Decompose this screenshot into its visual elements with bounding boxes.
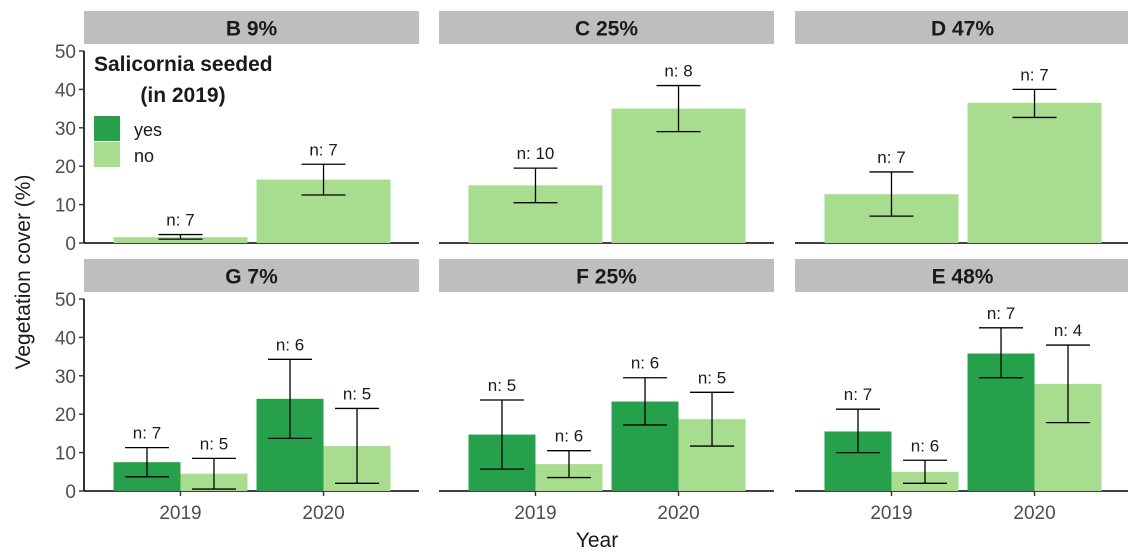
error-bar bbox=[1012, 88, 1057, 119]
error-bar bbox=[1046, 344, 1091, 424]
y-tick-label: 0 bbox=[65, 482, 76, 503]
facet-title: D 47% bbox=[931, 18, 994, 41]
facet-title: B 9% bbox=[226, 18, 278, 41]
x-tick-label: 2020 bbox=[302, 503, 344, 524]
y-tick-label: 10 bbox=[55, 444, 76, 465]
x-tick-label: 2020 bbox=[657, 503, 699, 524]
facet-title: C 25% bbox=[575, 18, 638, 41]
legend-label-no: no bbox=[134, 146, 154, 166]
sample-size-label: n: 7 bbox=[166, 211, 194, 230]
error-bar bbox=[513, 167, 558, 204]
sample-size-label: n: 7 bbox=[877, 148, 905, 167]
legend-title-line2: (in 2019) bbox=[140, 84, 225, 107]
y-tick-label: 20 bbox=[55, 157, 76, 178]
x-tick-label: 2019 bbox=[870, 503, 912, 524]
facet-strip bbox=[439, 259, 774, 292]
facet-panels: B 9% 0 10 20 30 40 50 n: 7 n: 7 C 25% n: 10 n: 8 D 4… bbox=[55, 11, 1128, 524]
error-bar bbox=[158, 233, 203, 240]
sample-size-label: n: 6 bbox=[555, 427, 583, 446]
panel: F 25% 2019 2020 n: 5 n: 6 n: 6 n: 5 bbox=[439, 259, 774, 524]
sample-size-label: n: 8 bbox=[664, 62, 692, 81]
sample-size-label: n: 6 bbox=[631, 354, 659, 373]
legend-title-line1: Salicornia seeded bbox=[94, 53, 273, 76]
error-bar bbox=[869, 171, 914, 217]
sample-size-label: n: 7 bbox=[1020, 65, 1048, 84]
y-axis-title: Vegetation cover (%) bbox=[12, 175, 35, 370]
error-bar bbox=[124, 446, 169, 478]
sample-size-label: n: 7 bbox=[987, 304, 1015, 323]
sample-size-label: n: 5 bbox=[698, 368, 726, 387]
facet-strip bbox=[84, 11, 419, 44]
y-tick-label: 30 bbox=[55, 367, 76, 388]
y-tick-label: 30 bbox=[55, 119, 76, 140]
facet-strip bbox=[795, 11, 1128, 44]
x-tick-label: 2019 bbox=[514, 503, 556, 524]
error-bar bbox=[690, 391, 735, 447]
error-bar bbox=[479, 399, 524, 470]
x-tick-label: 2020 bbox=[1013, 503, 1055, 524]
error-bar bbox=[191, 457, 236, 490]
facet-strip bbox=[439, 11, 774, 44]
legend-key-yes bbox=[94, 116, 120, 141]
error-bar bbox=[268, 358, 313, 440]
sample-size-label: n: 7 bbox=[844, 385, 872, 404]
panel: D 47% n: 7 n: 7 bbox=[795, 11, 1128, 244]
panel: E 48% 2019 2020 n: 7 n: 6 n: 7 n: 4 bbox=[795, 259, 1128, 524]
sample-size-label: n: 7 bbox=[133, 424, 161, 443]
x-tick-label: 2019 bbox=[159, 503, 201, 524]
legend-key-no bbox=[94, 142, 120, 167]
sample-size-label: n: 5 bbox=[343, 384, 371, 403]
error-bar bbox=[656, 84, 701, 133]
sample-size-label: n: 6 bbox=[911, 436, 939, 455]
error-bar bbox=[902, 459, 947, 484]
y-tick-label: 50 bbox=[55, 290, 76, 311]
y-tick-label: 0 bbox=[65, 234, 76, 255]
panel: G 7% 0 10 20 30 40 50 2019 2020 n: 7 n: 5 n: 6 n: 5 bbox=[55, 259, 419, 524]
sample-size-label: n: 7 bbox=[309, 140, 337, 159]
error-bar bbox=[335, 407, 380, 484]
y-axis-title-group: Vegetation cover (%) bbox=[12, 175, 35, 370]
facet-strip bbox=[795, 259, 1128, 292]
y-tick-label: 50 bbox=[55, 42, 76, 63]
x-axis-title: Year bbox=[576, 529, 618, 552]
panel: B 9% 0 10 20 30 40 50 n: 7 n: 7 bbox=[55, 11, 419, 255]
legend-label-yes: yes bbox=[134, 120, 162, 140]
error-bar bbox=[546, 450, 591, 479]
bar-no-2019 bbox=[113, 237, 248, 243]
error-bar bbox=[835, 408, 880, 454]
y-tick-label: 20 bbox=[55, 405, 76, 426]
facet-title: F 25% bbox=[576, 266, 637, 289]
y-tick-label: 40 bbox=[55, 80, 76, 101]
error-bar bbox=[623, 377, 668, 426]
y-tick-label: 10 bbox=[55, 196, 76, 217]
sample-size-label: n: 10 bbox=[517, 144, 555, 163]
facet-title: G 7% bbox=[225, 266, 278, 289]
sample-size-label: n: 6 bbox=[276, 335, 304, 354]
sample-size-label: n: 4 bbox=[1054, 321, 1082, 340]
sample-size-label: n: 5 bbox=[200, 434, 228, 453]
bar-no-2020 bbox=[967, 102, 1102, 243]
facet-title: E 48% bbox=[932, 266, 994, 289]
sample-size-label: n: 5 bbox=[488, 376, 516, 395]
error-bar bbox=[301, 163, 346, 196]
panel: C 25% n: 10 n: 8 bbox=[439, 11, 774, 244]
y-tick-label: 40 bbox=[55, 328, 76, 349]
facet-strip bbox=[84, 259, 419, 292]
error-bar bbox=[979, 327, 1024, 379]
legend: Salicornia seeded (in 2019) yes no bbox=[94, 53, 273, 167]
